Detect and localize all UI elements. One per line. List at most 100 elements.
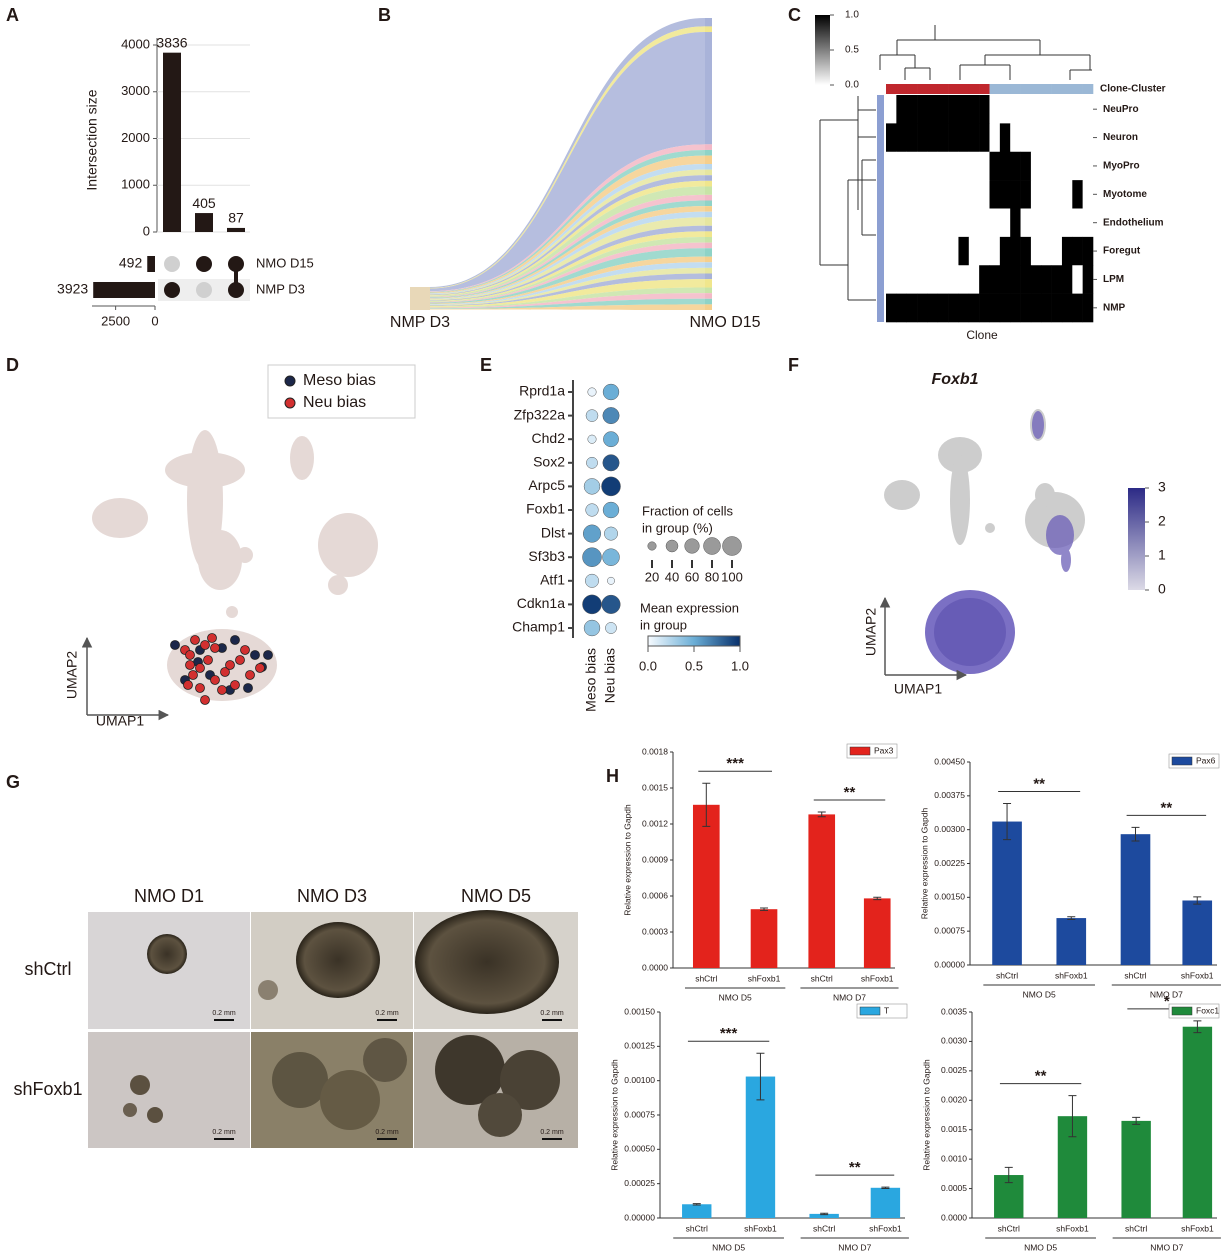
heatmap-cell [927, 265, 939, 294]
significance-label: ** [849, 1159, 861, 1176]
heatmap-cell [886, 180, 897, 209]
flow [430, 287, 705, 308]
column-cluster [1061, 84, 1073, 94]
flow [430, 155, 705, 294]
flow [430, 175, 705, 296]
y-tick-label: 0.00300 [934, 824, 965, 834]
point [235, 655, 245, 665]
heatmap-cell [1061, 208, 1073, 238]
point [210, 675, 220, 685]
panel-label: F [788, 355, 799, 375]
scale-bar-label: 0.2 mm [212, 1129, 236, 1136]
heatmap-cell [906, 265, 918, 294]
heatmap-cell [1020, 151, 1032, 181]
matrix-dot [164, 256, 180, 272]
heatmap-cell [979, 293, 990, 323]
heatmap-cell [1061, 95, 1073, 124]
bar-label: 3836 [156, 34, 187, 50]
heatmap-cell [1041, 236, 1052, 266]
stratum [705, 237, 712, 243]
y-tick-label: 0.00150 [624, 1006, 655, 1016]
colorbar [647, 635, 741, 647]
heatmap-cell [1010, 151, 1021, 181]
heatmap-cell [886, 123, 897, 153]
heatmap-cell [1030, 95, 1042, 124]
heatmap-cell [896, 123, 907, 153]
point [230, 635, 240, 645]
x-tick-label: shFoxb1 [748, 973, 781, 983]
y-tick-label: 4000 [121, 36, 150, 51]
heatmap-cell [886, 236, 897, 266]
heatmap-cell [1061, 151, 1073, 181]
dot [587, 387, 597, 397]
gene-label: Arpc5 [528, 477, 565, 493]
x-tick-label: shFoxb1 [1055, 970, 1088, 980]
point [207, 633, 217, 643]
heatmap-cell [1082, 265, 1094, 294]
row-annotation [877, 95, 884, 322]
dot [602, 501, 620, 519]
heatmap-cell [1082, 123, 1094, 153]
heatmap-cell [886, 265, 897, 294]
y-tick-label: 3000 [121, 83, 150, 98]
panel-label: D [6, 355, 19, 375]
point [203, 655, 213, 665]
column-label: NMO D1 [134, 886, 204, 906]
y-tick-label: 0.0015 [642, 782, 668, 792]
column-cluster [1041, 84, 1052, 94]
column-cluster [979, 84, 990, 94]
flow [430, 279, 705, 307]
set-bar [93, 282, 155, 298]
heatmap-cell [1041, 151, 1052, 181]
stratum [705, 186, 712, 195]
y-tick-label: 0.00000 [934, 959, 965, 969]
point [200, 640, 210, 650]
stratum [410, 287, 430, 310]
point [190, 635, 200, 645]
heatmap-cell [1061, 293, 1073, 323]
gene-label: Sox2 [533, 454, 565, 470]
y-tick-label: 0.0010 [941, 1153, 967, 1163]
umap-expression-background [884, 409, 1085, 674]
point [183, 680, 193, 690]
column-cluster [896, 84, 907, 94]
row-label: shCtrl [24, 959, 71, 979]
row-label: Neuron [1103, 132, 1138, 143]
heatmap-cell [1020, 293, 1032, 323]
error-bar [1068, 1095, 1077, 1138]
stratum [705, 304, 712, 310]
heatmap-cell [958, 151, 970, 181]
bar [227, 227, 245, 232]
heatmap-cell [958, 236, 970, 266]
heatmap-cell [896, 180, 907, 209]
point [255, 663, 265, 673]
point [263, 650, 273, 660]
y-tick-label: 0.00150 [934, 892, 965, 902]
heatmap-cell [927, 208, 939, 238]
x-tick-label: shCtrl [996, 970, 1018, 980]
heatmap-cell [886, 293, 897, 323]
group-label: NMO D7 [1150, 989, 1183, 999]
heatmap-cell [917, 180, 928, 209]
x-tick-label: shFoxb1 [744, 1223, 777, 1233]
heatmap-cell [896, 95, 907, 124]
heatmap-cell [1030, 293, 1042, 323]
heatmap-cell [948, 123, 959, 153]
chart-title: Foxb1 [931, 371, 978, 388]
error-bar [1193, 896, 1202, 905]
flow [430, 186, 705, 297]
heatmap-cell [1082, 151, 1094, 181]
heatmap-cell [1082, 208, 1094, 238]
group-label: NMO D7 [833, 992, 866, 1002]
group-label: NMO D5 [719, 992, 752, 1002]
size-legend-dot [722, 536, 742, 556]
flow [430, 149, 705, 293]
heatmap-cell [958, 265, 970, 294]
column-cluster [917, 84, 928, 94]
point [250, 650, 260, 660]
point [210, 643, 220, 653]
flow [430, 262, 705, 305]
heatmap-cell [1051, 208, 1063, 238]
y-tick-label: 0.0015 [941, 1124, 967, 1134]
stratum [705, 248, 712, 257]
